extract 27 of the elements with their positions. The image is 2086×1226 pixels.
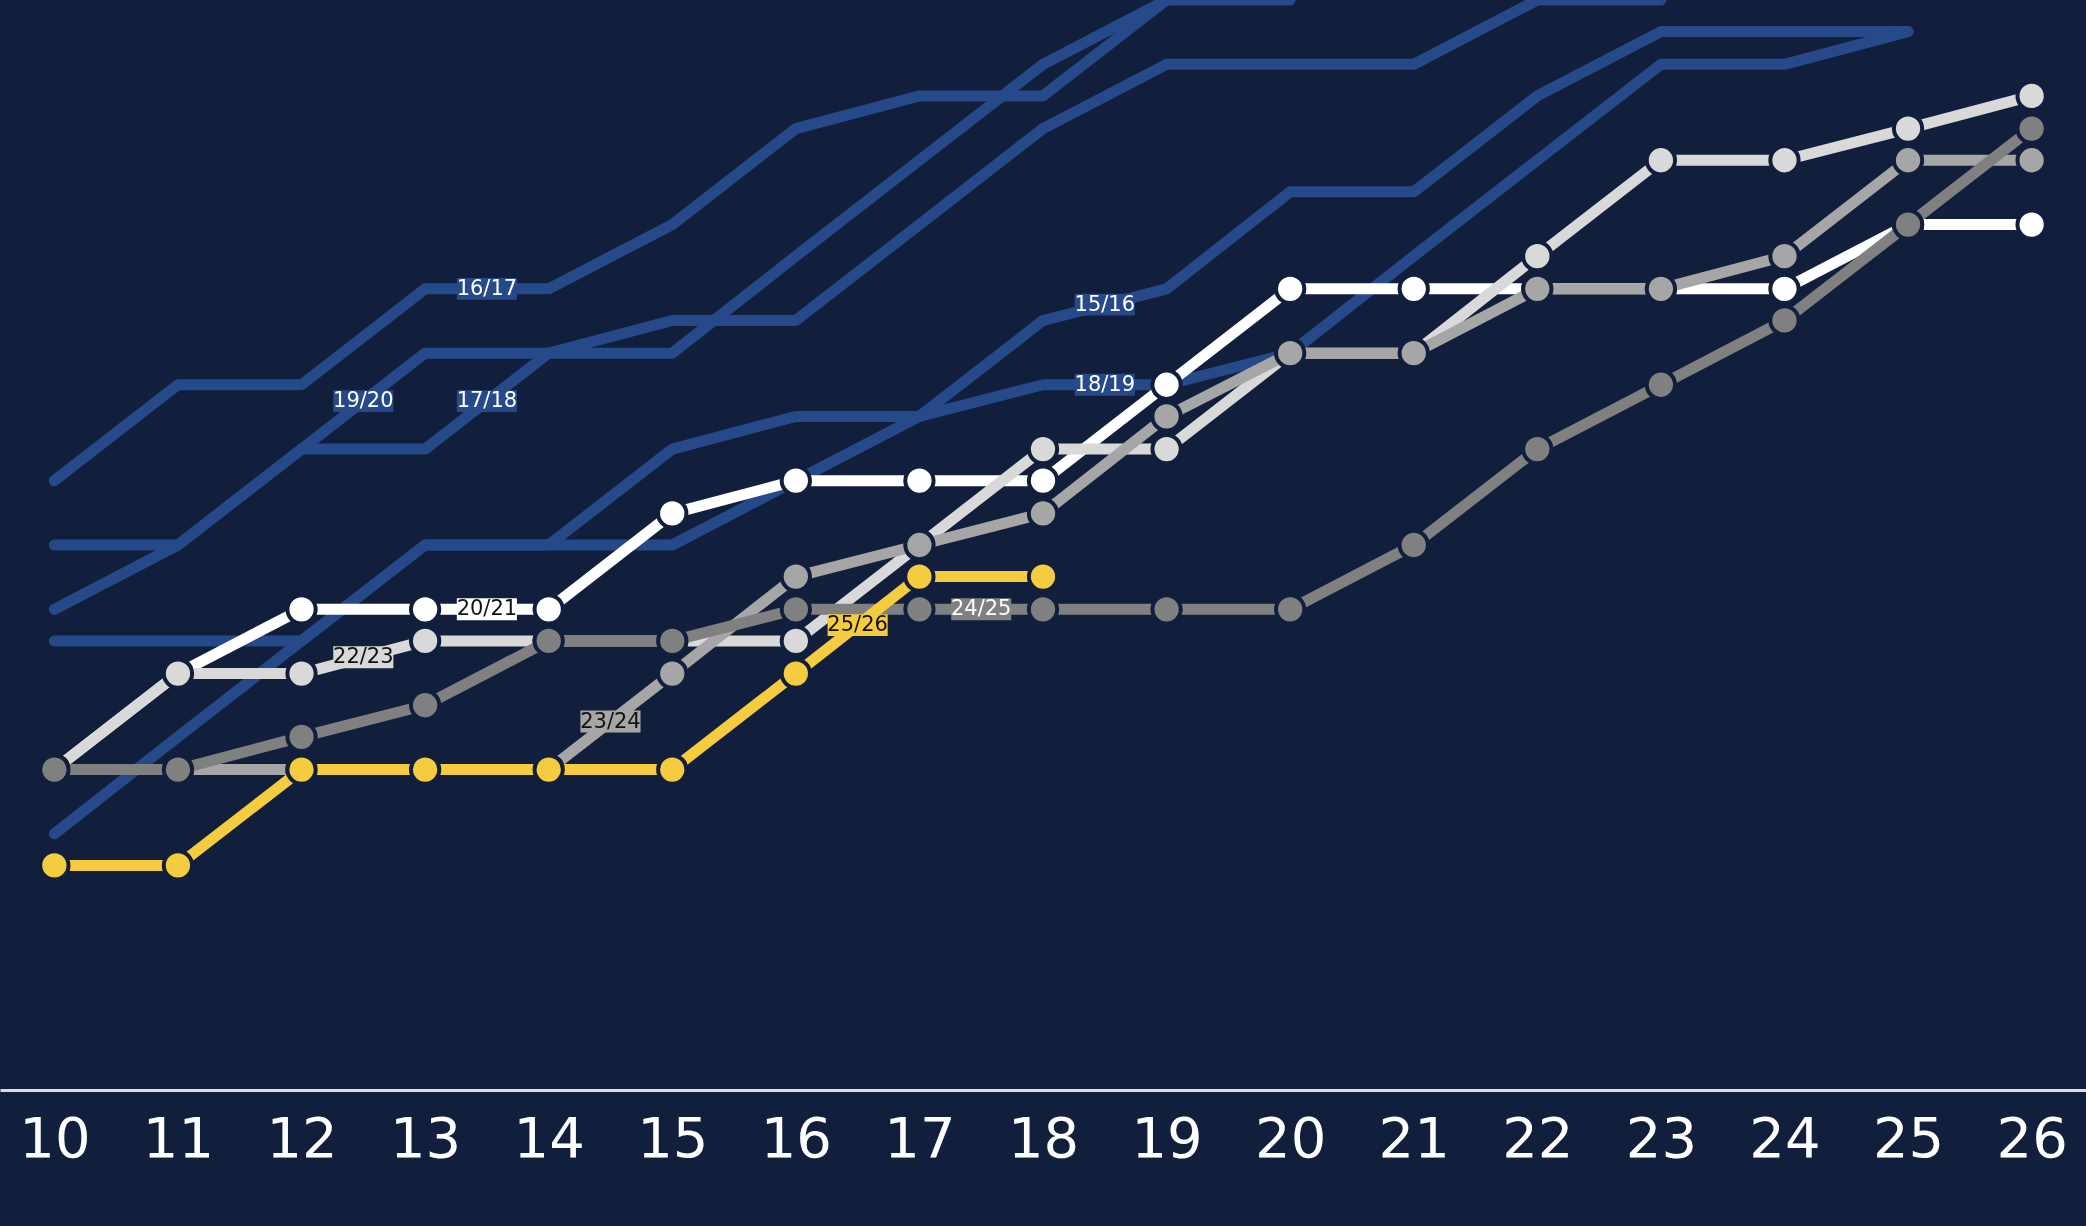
x-tick-label: 23 xyxy=(1625,1104,1698,1170)
x-tick-label: 17 xyxy=(884,1104,956,1170)
series-label: 18/19 xyxy=(1074,371,1136,396)
x-tick-label: 13 xyxy=(389,1104,462,1170)
series-label: 15/16 xyxy=(1074,291,1136,316)
x-tick-label: 15 xyxy=(637,1104,709,1170)
series-label: 20/21 xyxy=(456,596,518,621)
x-tick-label: 10 xyxy=(19,1104,91,1170)
x-tick-label: 20 xyxy=(1255,1104,1327,1170)
series-label: 16/17 xyxy=(456,275,518,300)
x-tick-label: 16 xyxy=(760,1104,832,1170)
x-tick-label: 19 xyxy=(1131,1104,1203,1170)
x-tick-label: 14 xyxy=(513,1104,585,1170)
series-label: 25/26 xyxy=(827,612,888,637)
x-tick-label: 22 xyxy=(1502,1104,1574,1170)
series-label: 19/20 xyxy=(333,388,394,413)
series-label: 23/24 xyxy=(580,708,641,733)
x-tick-label: 12 xyxy=(266,1104,338,1170)
series-label: 17/18 xyxy=(456,388,518,413)
x-tick-label: 21 xyxy=(1378,1104,1450,1170)
series-label: 24/25 xyxy=(950,596,1012,621)
series-label: 22/23 xyxy=(333,644,394,669)
x-tick-label: 11 xyxy=(142,1104,215,1170)
x-tick-label: 25 xyxy=(1872,1104,1945,1170)
x-tick-label: 26 xyxy=(1996,1104,2068,1170)
x-tick-label: 24 xyxy=(1749,1104,1821,1170)
x-tick-label: 18 xyxy=(1007,1104,1080,1170)
